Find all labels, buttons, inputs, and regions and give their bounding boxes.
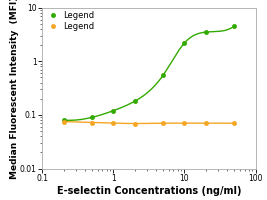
- Legend: (5, 0.55): (5, 0.55): [162, 74, 165, 76]
- Legend: (5, 0.07): (5, 0.07): [162, 122, 165, 124]
- Legend: (0.2, 0.08): (0.2, 0.08): [62, 119, 65, 121]
- Legend: (50, 0.07): (50, 0.07): [233, 122, 236, 124]
- Legend: (1, 0.07): (1, 0.07): [112, 122, 115, 124]
- Legend: (10, 2.2): (10, 2.2): [183, 42, 186, 44]
- Legend: (10, 0.07): (10, 0.07): [183, 122, 186, 124]
- Line: Legend: Legend: [62, 24, 236, 122]
- Legend: (50, 4.5): (50, 4.5): [233, 25, 236, 27]
- Legend: (1, 0.12): (1, 0.12): [112, 109, 115, 112]
- Legend: (2, 0.18): (2, 0.18): [133, 100, 136, 102]
- Legend: Legend, Legend: Legend, Legend: [44, 9, 96, 33]
- Legend: (20, 3.5): (20, 3.5): [204, 31, 207, 33]
- Legend: (0.2, 0.075): (0.2, 0.075): [62, 120, 65, 123]
- Legend: (20, 0.07): (20, 0.07): [204, 122, 207, 124]
- X-axis label: E-selectin Concentrations (ng/ml): E-selectin Concentrations (ng/ml): [57, 186, 241, 196]
- Legend: (2, 0.069): (2, 0.069): [133, 122, 136, 125]
- Legend: (0.5, 0.072): (0.5, 0.072): [91, 121, 94, 124]
- Legend: (0.5, 0.09): (0.5, 0.09): [91, 116, 94, 119]
- Line: Legend: Legend: [62, 120, 236, 126]
- Y-axis label: Median Fluorescent Intensity  (MFI): Median Fluorescent Intensity (MFI): [10, 0, 18, 179]
